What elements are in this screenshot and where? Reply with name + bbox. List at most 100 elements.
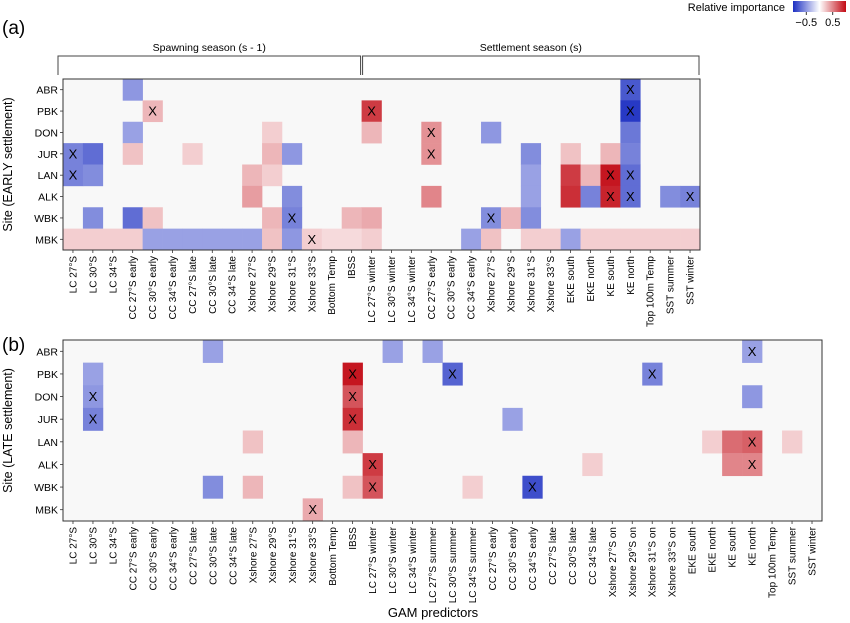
heatmap-cell [421,186,441,208]
heatmap-cell [242,186,262,208]
heatmap-cell [722,431,742,454]
x-tick-label: Top 100m Temp [646,256,657,327]
x-tick-label: IBSS [348,527,359,550]
heatmap-cell [123,143,143,165]
heatmap-cell [242,165,262,187]
y-tick-label: PBK [37,369,58,381]
y-tick-label: JUR [38,149,59,161]
y-tick-label: MBK [35,505,58,517]
legend-tick-label: −0.5 [795,17,817,29]
x-tick-label: Top 100m Temp [768,527,779,598]
heatmap-cell [502,408,522,431]
heatmap-cell [83,207,103,229]
significance-mark: X [368,480,377,495]
y-tick-label: ALK [38,192,58,204]
significance-mark: X [626,168,635,183]
heatmap-cell [342,207,362,229]
heatmap-cell [63,229,83,251]
x-tick-label: LC 34°S winter [407,255,418,322]
x-tick-label: EKE north [586,256,597,302]
heatmap-cell [541,229,561,251]
heatmap-cell [702,431,722,454]
y-tick-label: ABR [36,346,58,358]
season-label: Spawning season (s - 1) [153,42,266,54]
heatmap-cell [163,229,183,251]
x-tick-label: KE south [728,527,739,568]
significance-mark: X [528,480,537,495]
heatmap-cell [222,229,242,251]
x-tick-label: SST winter [808,526,819,575]
heatmap-cell [640,229,660,251]
x-axis-title: GAM predictors [388,605,479,620]
panel-a-heatmap: XX X XXX XX X XX X XX XXABRPBKDONJURLANALKWBKMBK… [1,42,700,327]
heatmap-cell [243,431,263,454]
heatmap-cell [722,453,742,476]
heatmap-cell [600,229,620,251]
y-tick-label: DON [35,127,58,139]
x-tick-label: LC 27°S summer [428,526,439,603]
significance-mark: X [626,104,635,119]
x-tick-label: CC 30°S early [508,527,519,590]
x-tick-label: CC 27°S early [427,256,438,319]
significance-mark: X [606,168,615,183]
x-tick-label: Xshore 33°S [307,256,318,313]
x-tick-label: SST summer [666,255,677,314]
x-tick-label: CC 30°S early [148,256,159,319]
significance-mark: X [748,457,757,472]
x-tick-label: LC 27°S [68,527,79,565]
heatmap-cell [83,165,103,187]
heatmap-cell [362,207,382,229]
x-tick-label: Xshore 33°S [546,256,557,313]
x-tick-label: SST summer [788,526,799,585]
heatmap-cell [343,431,363,454]
legend-tick-label: 0.5 [825,17,840,29]
heatmap-cell [362,229,382,251]
y-axis-title: Site (EARLY settlement) [1,97,15,231]
x-tick-label: Xshore 31°S on [648,527,659,597]
x-tick-label: CC 30°S late [568,527,579,585]
heatmap-cell [742,385,762,408]
heatmap-cell [782,431,802,454]
x-tick-label: CC 34°S early [168,256,179,319]
heatmap-cell [262,229,282,251]
x-tick-label: LC 27°S winter [368,526,379,593]
legend: Relative importance −0.5 0.5 [688,1,846,29]
x-tick-label: LC 34°S [108,527,119,565]
heatmap-cell [660,229,680,251]
significance-mark: X [648,366,657,381]
heatmap-cell [282,229,302,251]
heatmap-cell [461,229,481,251]
heatmap-cell [581,165,601,187]
x-tick-label: CC 34°S early [467,256,478,319]
heatmap-cell [521,207,541,229]
x-tick-label: LC 30°S summer [448,526,459,603]
significance-mark: X [69,168,78,183]
x-tick-label: LC 30°S winter [387,255,398,322]
x-tick-label: SST winter [686,255,697,304]
x-tick-label: Xshore 29°S [268,527,279,584]
x-tick-label: Xshore 31°S [287,256,298,313]
panel-a-label: (a) [2,18,25,39]
heatmap-cell [620,229,640,251]
x-tick-label: LC 30°S winter [388,526,399,593]
heatmap-cell [123,79,143,101]
x-tick-label: CC 27°S late [548,527,559,585]
heatmap-cell [203,476,223,499]
heatmap-cell [581,229,601,251]
season-bracket [363,56,699,75]
legend-colorbar [793,1,846,12]
heatmap-cell [581,186,601,208]
significance-mark: X [89,412,98,427]
x-tick-label: CC 27°S early [128,256,139,319]
x-tick-label: LC 30°S [88,527,99,565]
significance-mark: X [427,146,436,161]
x-tick-label: LC 27°S [68,256,79,294]
significance-mark: X [348,366,357,381]
x-tick-label: CC 27°S late [188,527,199,585]
x-tick-label: Xshore 31°S [288,527,299,584]
significance-mark: X [427,125,436,140]
heatmap-cell [521,186,541,208]
significance-mark: X [69,146,78,161]
figure: Relative importance −0.5 0.5 (a) (b) XX X X… [0,0,850,623]
heatmap-cell [143,207,163,229]
